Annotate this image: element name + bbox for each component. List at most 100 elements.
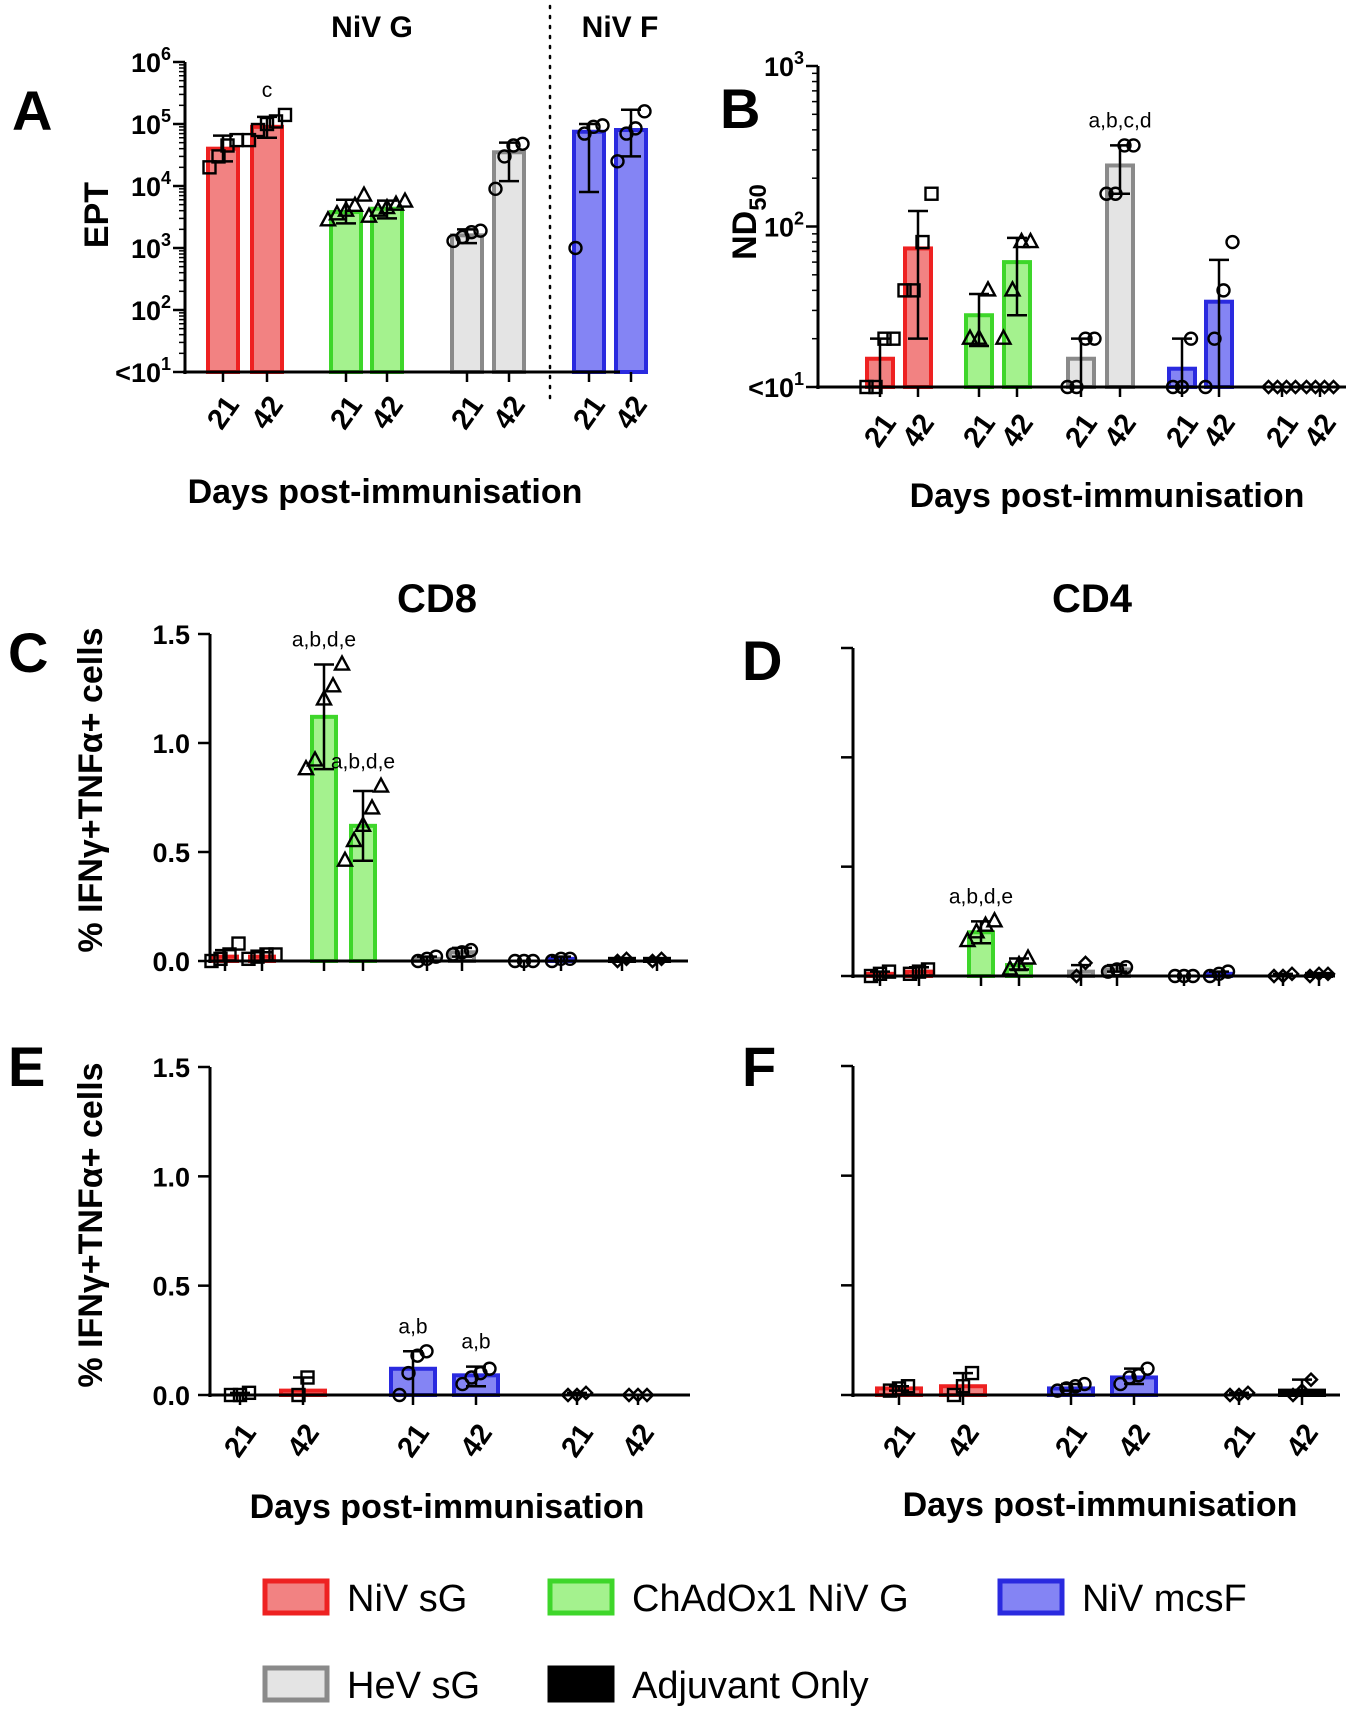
point-A-6-3 — [595, 118, 610, 133]
point-F-5-2 — [1303, 1371, 1319, 1388]
x-category-label-E-2: 21 — [391, 1418, 436, 1463]
y-axis-label-A: EPT — [78, 182, 116, 248]
bar-A-1 — [250, 124, 284, 375]
annotation-C-3: a,b,d,e — [331, 751, 395, 774]
bar-D-2 — [967, 930, 995, 978]
panel-letter-C: C — [8, 621, 48, 684]
y-tick-label-C-0: 0.0 — [152, 947, 190, 977]
point-C-3-0 — [335, 850, 355, 867]
point-B-1-3 — [924, 186, 939, 201]
bar-A-3 — [370, 206, 404, 374]
x-category-label-A-6: 21 — [567, 390, 612, 435]
y-axis-label-C: % IFNγ+TNFα+ cells — [72, 627, 110, 952]
y-tick-label-E-0: 0.0 — [152, 1381, 190, 1411]
point-C-2-0 — [296, 758, 316, 776]
x-category-label-A-5: 42 — [487, 390, 532, 435]
legend-label-3: HeV sG — [347, 1665, 480, 1707]
point-F-3-0 — [1113, 1376, 1128, 1392]
point-A-6-1 — [577, 126, 592, 141]
panel-letter-B: B — [720, 77, 760, 140]
point-C-0-1 — [213, 951, 228, 967]
point-B-7-2 — [1216, 283, 1231, 298]
x-category-label-A-1: 42 — [245, 390, 290, 435]
legend-label-2: NiV mcsF — [1082, 1578, 1247, 1620]
point-D-5-2 — [1118, 960, 1134, 975]
y-tick-label-B-1: 102 — [764, 209, 804, 243]
point-E-3-0 — [455, 1376, 470, 1392]
x-category-label-F-0: 21 — [877, 1418, 922, 1463]
y-axis-label-E: % IFNγ+TNFα+ cells — [72, 1062, 110, 1387]
panel-title-cd8: CD8 — [397, 577, 477, 621]
annotation-A-1: c — [262, 79, 273, 102]
point-A-5-0 — [488, 181, 503, 197]
x-category-label-A-2: 21 — [324, 390, 369, 435]
point-A-0-0 — [202, 160, 217, 175]
legend-label-4: Adjuvant Only — [632, 1665, 869, 1707]
x-category-label-B-9: 42 — [1298, 408, 1343, 453]
point-F-4-2 — [1240, 1385, 1256, 1401]
y-tick-label-A-4: 102 — [131, 292, 171, 326]
y-tick-label-A-5: <101 — [115, 354, 171, 388]
point-F-3-3 — [1140, 1361, 1155, 1376]
point-C-1-0 — [241, 951, 256, 967]
point-B-1-0 — [897, 283, 912, 298]
point-B-3-0 — [994, 328, 1013, 345]
x-category-label-B-7: 42 — [1197, 408, 1242, 453]
x-category-label-A-4: 21 — [445, 390, 490, 435]
point-B-7-3 — [1225, 234, 1240, 250]
legend-label-1: ChAdOx1 NiV G — [632, 1578, 909, 1620]
legend-label-0: NiV sG — [347, 1578, 467, 1620]
point-A-1-0 — [241, 132, 257, 148]
legend-swatch-2 — [997, 1578, 1065, 1616]
point-E-2-3 — [419, 1344, 434, 1359]
y-tick-label-A-0: 106 — [131, 44, 171, 78]
point-B-2-1 — [969, 328, 989, 345]
x-category-label-A-0: 21 — [201, 390, 246, 435]
point-D-9-2 — [1320, 966, 1336, 982]
point-B-2-2 — [978, 279, 998, 297]
point-E-3-3 — [482, 1361, 497, 1376]
point-B-3-1 — [1003, 279, 1022, 297]
point-A-5-3 — [515, 136, 530, 151]
x-category-label-E-4: 21 — [555, 1418, 600, 1463]
y-tick-label-A-1: 105 — [131, 106, 171, 140]
point-C-3-4 — [371, 776, 391, 793]
point-F-2-3 — [1077, 1376, 1092, 1392]
point-A-1-4 — [277, 107, 293, 123]
point-B-5-1 — [1108, 186, 1123, 201]
point-B-5-2 — [1117, 138, 1132, 153]
point-B-4-3 — [1087, 331, 1102, 346]
x-axis-label-A: Days post-immunisation — [188, 473, 583, 511]
panel-title-cd4: CD4 — [1052, 577, 1133, 621]
x-category-label-F-3: 42 — [1112, 1418, 1157, 1463]
x-category-label-B-8: 21 — [1260, 408, 1305, 453]
x-category-label-E-5: 42 — [616, 1418, 661, 1463]
point-C-3-1 — [344, 830, 364, 848]
x-axis-label-F: Days post-immunisation — [903, 1486, 1298, 1524]
y-tick-label-C-1: 0.5 — [152, 838, 190, 868]
x-axis-label-E: Days post-immunisation — [250, 1488, 645, 1526]
point-D-5-0 — [1100, 964, 1116, 979]
point-A-6-0 — [568, 240, 583, 256]
y-tick-label-A-2: 104 — [131, 168, 171, 202]
point-A-3-4 — [395, 191, 415, 208]
point-B-0-3 — [886, 331, 901, 346]
point-C-3-2 — [353, 815, 373, 833]
point-B-1-2 — [915, 234, 930, 250]
point-A-7-0 — [610, 154, 625, 169]
y-tick-label-C-2: 1.0 — [152, 729, 190, 759]
bar-A-0 — [206, 146, 240, 374]
y-tick-label-E-3: 1.5 — [152, 1053, 190, 1083]
y-tick-label-B-2: <101 — [748, 369, 804, 403]
point-F-3-2 — [1131, 1368, 1146, 1383]
x-category-label-E-3: 42 — [454, 1418, 499, 1463]
point-C-2-4 — [332, 653, 352, 671]
x-category-label-F-4: 21 — [1217, 1418, 1262, 1463]
point-B-3-2 — [1012, 231, 1031, 249]
y-tick-label-E-1: 0.5 — [152, 1272, 190, 1302]
point-A-5-1 — [497, 149, 512, 164]
x-category-label-B-4: 21 — [1059, 408, 1104, 453]
point-B-2-0 — [960, 328, 980, 345]
point-D-3-2 — [1018, 947, 1038, 965]
point-A-7-2 — [628, 121, 643, 136]
